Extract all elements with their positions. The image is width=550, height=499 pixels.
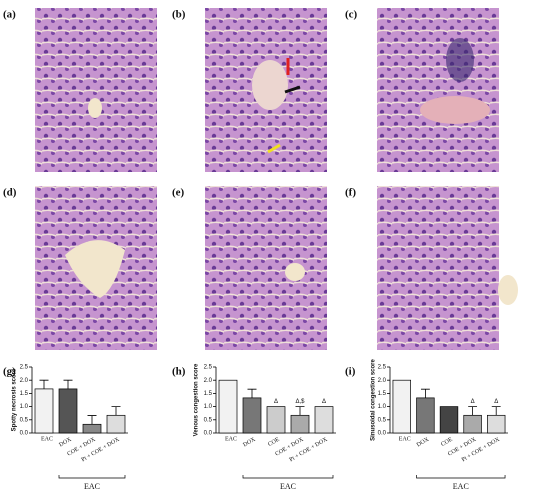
vessel <box>285 263 305 281</box>
group-label: EAC <box>280 482 296 491</box>
vessel <box>498 275 518 305</box>
bar <box>82 423 102 434</box>
x-tick-label: EAC <box>399 436 411 442</box>
error-bar <box>295 406 305 416</box>
y-axis-label: Venous congestion score <box>194 363 200 436</box>
bar <box>463 414 482 434</box>
arrow <box>267 143 281 154</box>
group-label: EAC <box>453 482 469 491</box>
bar <box>34 388 54 434</box>
y-tick-label: 0.0 <box>204 431 213 437</box>
histology-images <box>35 8 518 350</box>
bar <box>392 379 412 434</box>
y-tick-label: 2.0 <box>378 378 387 384</box>
x-tick-label: DOX <box>416 436 431 448</box>
panel-label: (a) <box>3 9 16 21</box>
micrograph <box>377 186 499 350</box>
micrograph <box>205 186 327 350</box>
error-bar <box>420 388 430 398</box>
error-bar <box>468 406 478 416</box>
y-tick-label: 1.0 <box>204 404 213 410</box>
bar <box>487 414 506 434</box>
group-bracket <box>242 475 334 479</box>
significance-label: Δ <box>274 399 278 405</box>
x-tick-label: DOX <box>58 436 73 448</box>
bar <box>58 388 78 434</box>
x-tick-label: EAC <box>41 436 53 442</box>
arrow <box>284 85 301 94</box>
vessel <box>88 98 102 118</box>
y-tick-label: 2.0 <box>20 378 29 384</box>
error-bar <box>111 406 121 416</box>
x-tick-label: EAC <box>225 436 237 442</box>
significance-label: Δ,$ <box>295 399 305 405</box>
y-tick-label: 1.5 <box>378 391 387 397</box>
error-bar <box>247 388 257 398</box>
error-bar <box>63 379 73 389</box>
y-tick-label: 1.5 <box>204 391 213 397</box>
panel-label: (c) <box>345 9 358 21</box>
micrograph <box>35 8 157 172</box>
bar <box>242 397 262 434</box>
significance-label: Δ <box>494 399 498 405</box>
bar <box>416 397 435 434</box>
x-tick-label: COE <box>440 437 454 448</box>
y-tick-label: 0.0 <box>378 431 387 437</box>
bar <box>106 414 126 434</box>
group-label: EAC <box>84 482 100 491</box>
y-tick-label: 1.0 <box>20 404 29 410</box>
panel-label: (i) <box>345 366 356 378</box>
bar <box>290 414 310 434</box>
vessel <box>420 96 490 124</box>
y-tick-label: 2.5 <box>378 365 387 371</box>
panel-label: (d) <box>3 187 17 199</box>
vessel <box>65 240 125 298</box>
panel-label: (h) <box>172 366 186 378</box>
bar <box>218 379 238 434</box>
error-bar <box>39 379 49 389</box>
y-axis-label: Spotty necrosis score <box>12 368 18 431</box>
significance-label: Δ <box>322 399 326 405</box>
panel-label: (f) <box>345 187 356 199</box>
vessel <box>252 60 288 110</box>
y-tick-label: 1.5 <box>20 391 29 397</box>
x-tick-label: DOX <box>242 436 257 448</box>
infiltrate <box>446 38 474 82</box>
panel-label: (g) <box>3 366 16 378</box>
panel-label: (e) <box>172 187 185 199</box>
bar <box>314 406 334 434</box>
x-tick-label: COE <box>267 437 281 448</box>
panel-label: (b) <box>172 9 186 21</box>
error-bar <box>87 415 97 425</box>
y-tick-label: 1.0 <box>378 404 387 410</box>
error-bar <box>491 406 501 416</box>
y-tick-label: 2.5 <box>204 365 213 371</box>
y-tick-label: 2.5 <box>20 365 29 371</box>
y-tick-label: 0.5 <box>378 417 387 423</box>
y-tick-label: 0.0 <box>20 431 29 437</box>
group-bracket <box>416 475 506 479</box>
group-bracket <box>58 475 126 479</box>
y-axis-label: Sinusoidal congestion score <box>371 358 377 440</box>
y-tick-label: 0.5 <box>20 417 29 423</box>
bar <box>266 406 286 434</box>
y-tick-label: 0.5 <box>204 417 213 423</box>
significance-label: Δ <box>471 399 475 405</box>
bar <box>439 406 459 434</box>
y-tick-label: 2.0 <box>204 378 213 384</box>
micrograph <box>377 8 499 172</box>
